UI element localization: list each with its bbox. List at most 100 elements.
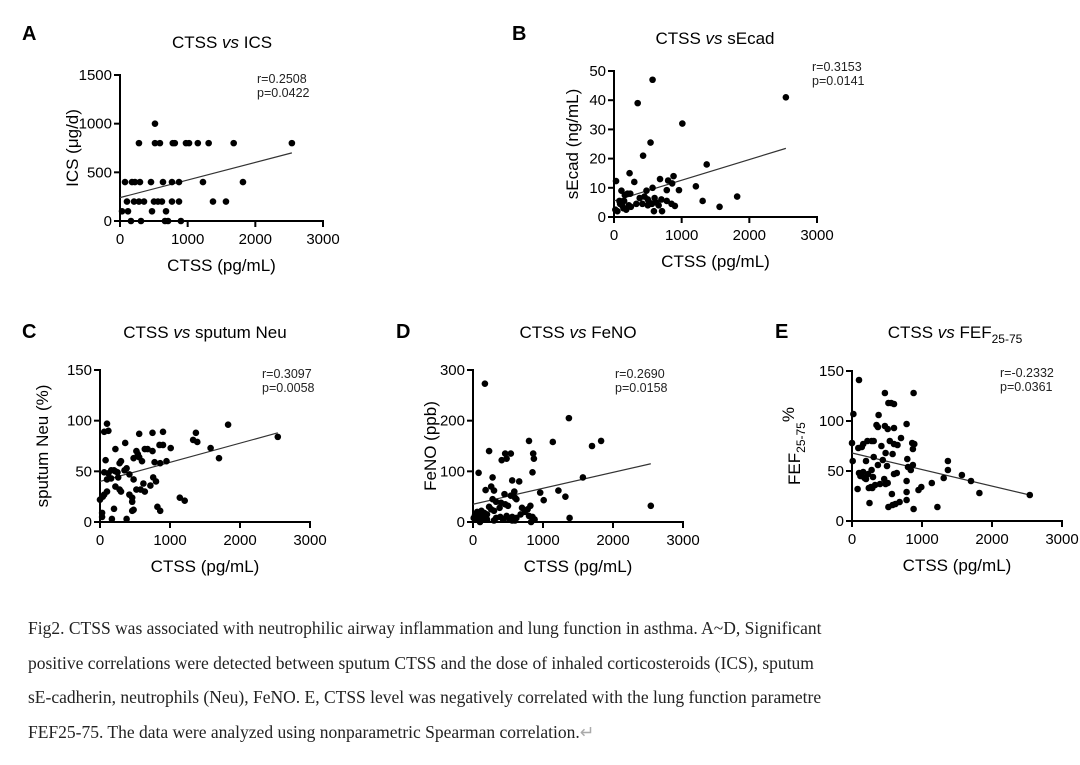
- data-point: [485, 447, 493, 455]
- x-tick-label: 2000: [975, 531, 1008, 548]
- data-point: [879, 456, 887, 464]
- data-point: [130, 506, 137, 514]
- chart-panel-b: B CTSS vs sEcad 0 1000 2000 3000 0 10 20 30 40 50 CT…: [512, 23, 865, 271]
- data-point: [870, 453, 877, 461]
- data-point: [633, 200, 640, 208]
- x-axis-label: CTSS (pg/mL): [903, 556, 1012, 575]
- data-point: [147, 178, 155, 186]
- x-axis-label: CTSS (pg/mL): [167, 256, 276, 275]
- data-point: [874, 461, 882, 469]
- data-point: [499, 516, 507, 523]
- data-point: [527, 518, 535, 526]
- data-point: [482, 486, 489, 494]
- data-point: [149, 429, 156, 437]
- data-point: [177, 217, 185, 225]
- data-point: [675, 186, 683, 194]
- data-point: [910, 505, 917, 513]
- data-point: [649, 184, 656, 192]
- caption-line-2: positive correlations were detected betw…: [28, 652, 814, 673]
- data-point: [627, 203, 635, 211]
- data-point: [135, 198, 143, 205]
- y-tick-label: 0: [84, 514, 92, 531]
- regression-line: [119, 152, 293, 199]
- y-tick-label: 50: [827, 463, 844, 480]
- data-point: [159, 178, 167, 186]
- x-tick-label: 3000: [666, 532, 699, 549]
- p-value: p=0.0422: [257, 86, 310, 100]
- data-point: [181, 497, 188, 505]
- data-point: [565, 414, 573, 422]
- data-point: [209, 198, 217, 205]
- data-point: [135, 139, 143, 147]
- data-point: [884, 425, 891, 433]
- data-point: [958, 471, 966, 479]
- y-tick-label: 0: [104, 213, 112, 230]
- data-point: [130, 198, 138, 205]
- data-point: [513, 495, 520, 503]
- data-point: [205, 139, 212, 147]
- y-axis-label: sEcad (ng/mL): [563, 89, 582, 200]
- data-point: [192, 429, 200, 437]
- chart-title: CTSS vs FEF25-75: [888, 323, 1023, 346]
- data-point: [121, 439, 129, 447]
- data-point: [141, 488, 149, 495]
- data-point: [870, 437, 877, 445]
- data-point: [897, 434, 905, 442]
- data-point: [1026, 491, 1034, 499]
- data-point: [918, 483, 925, 491]
- correlation-r: r=0.3153: [812, 60, 862, 74]
- data-point: [230, 139, 237, 147]
- data-point: [138, 457, 146, 465]
- caption-line-3: sE-cadherin, neutrophils (Neu), FeNO. E,…: [28, 687, 822, 707]
- data-point: [907, 466, 915, 474]
- chart-panel-e: E CTSS vs FEF25-75 0 1000 2000 3000 0 50 100 150 C…: [775, 321, 1079, 575]
- data-point: [98, 513, 106, 521]
- data-point: [903, 420, 910, 428]
- data-point: [492, 498, 500, 506]
- data-point: [159, 441, 167, 449]
- y-axis-label: FeNO (ppb): [421, 401, 440, 491]
- p-value: p=0.0141: [812, 74, 865, 88]
- data-point: [151, 458, 158, 466]
- data-point: [118, 207, 126, 215]
- data-point: [850, 410, 857, 418]
- data-point: [612, 177, 620, 185]
- data-point: [618, 202, 626, 209]
- x-tick-label: 1000: [665, 227, 698, 244]
- data-point: [928, 479, 936, 487]
- data-point: [862, 457, 870, 465]
- data-point: [876, 480, 884, 488]
- data-point: [910, 389, 917, 397]
- data-point: [483, 516, 491, 523]
- caption-line-1: Fig2. CTSS was associated with neutrophi…: [28, 618, 822, 638]
- data-point: [167, 444, 174, 452]
- data-point: [529, 469, 536, 476]
- data-point: [126, 471, 133, 478]
- data-point: [622, 206, 630, 213]
- data-point: [529, 450, 537, 457]
- data-point: [156, 139, 164, 147]
- data-point: [890, 424, 898, 432]
- data-point: [656, 175, 664, 183]
- data-point: [481, 380, 489, 387]
- data-point: [634, 99, 641, 107]
- y-tick-label: 100: [819, 413, 844, 430]
- x-axis-label: CTSS (pg/mL): [151, 557, 260, 576]
- x-tick-label: 0: [848, 531, 856, 548]
- data-point: [658, 207, 666, 215]
- x-tick-label: 0: [610, 227, 618, 244]
- data-point: [114, 474, 122, 481]
- data-point: [116, 459, 123, 467]
- x-tick-label: 1000: [526, 532, 559, 549]
- data-point: [108, 515, 116, 523]
- data-point: [199, 178, 207, 186]
- x-tick-label: 2000: [596, 532, 629, 549]
- data-point: [171, 139, 179, 147]
- y-axis-label: FEF25-75%: [779, 407, 808, 485]
- data-point: [562, 493, 569, 500]
- data-point: [515, 478, 523, 485]
- data-point: [151, 139, 159, 147]
- data-point: [671, 202, 679, 210]
- x-tick-label: 3000: [293, 532, 326, 549]
- data-point: [614, 207, 621, 215]
